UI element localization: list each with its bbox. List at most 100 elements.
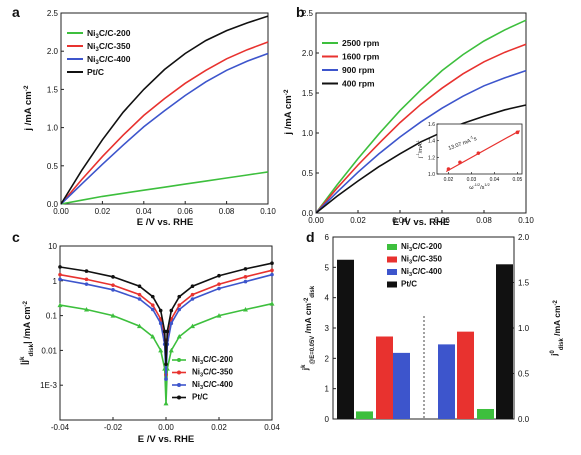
data-point bbox=[190, 292, 195, 297]
bar bbox=[393, 352, 410, 419]
series-line bbox=[315, 104, 527, 214]
data-point bbox=[190, 284, 195, 288]
data-point bbox=[150, 334, 156, 339]
legend-label: Pt/C bbox=[401, 280, 417, 289]
data-point bbox=[162, 329, 167, 334]
data-point bbox=[243, 279, 248, 284]
legend-label: Ni3C/C-350 bbox=[401, 255, 442, 266]
data-point bbox=[111, 283, 115, 287]
x-tick-label: 0.02 bbox=[350, 216, 366, 225]
data-point bbox=[216, 313, 222, 318]
y-tick-label: 1.5 bbox=[47, 85, 59, 94]
data-point bbox=[137, 297, 142, 301]
inset-y-tick-label: 1.6 bbox=[428, 122, 435, 128]
y-left-tick-label: 0 bbox=[325, 415, 330, 424]
y-left-tick-label: 3 bbox=[325, 324, 330, 333]
data-point bbox=[190, 323, 195, 329]
legend-label: Ni3C/C-200 bbox=[192, 355, 233, 366]
panel-d-chart: d 0 1 2 3 4 5 6 0.0 0.5 1.0 1.5 2.0 jk@E=0.05V /mA cm… bbox=[300, 229, 565, 424]
data-point bbox=[190, 297, 195, 301]
legend-label: Ni3C/C-200 bbox=[87, 28, 131, 40]
inset-x-axis-label: ω-1/2/s1/2 bbox=[469, 183, 490, 191]
data-point bbox=[158, 347, 164, 353]
inset-x-tick-label: 0.04 bbox=[490, 177, 500, 183]
x-tick-label: 0.08 bbox=[476, 216, 492, 225]
inset-frame bbox=[436, 123, 523, 175]
series-line bbox=[60, 171, 269, 205]
legend-label: 400 rpm bbox=[342, 79, 375, 89]
y-tick-label: 2.0 bbox=[47, 47, 59, 56]
series-line bbox=[60, 52, 269, 205]
x-tick-label: 0.00 bbox=[308, 216, 324, 225]
panel-c-chart: c -0.04 -0.02 0.00 0.02 0.04 1E-3 0.01 0.1 1 10 E /… bbox=[12, 229, 280, 445]
data-point bbox=[243, 267, 248, 271]
legend-label: Pt/C bbox=[87, 67, 104, 77]
data-point bbox=[164, 377, 168, 381]
data-point bbox=[57, 302, 63, 308]
x-tick-label: 0.10 bbox=[260, 207, 276, 216]
data-point bbox=[84, 277, 89, 282]
bar bbox=[356, 411, 373, 419]
bar bbox=[477, 408, 494, 419]
inset-data-point bbox=[446, 167, 451, 171]
legend-label: 1600 rpm bbox=[342, 52, 380, 62]
legend-label: Ni3C/C-400 bbox=[401, 267, 442, 278]
data-point bbox=[169, 321, 174, 326]
data-point bbox=[270, 268, 274, 273]
data-point bbox=[176, 334, 182, 339]
y-right-tick-label: 1.0 bbox=[518, 324, 530, 333]
inset-y-tick-label: 1.2 bbox=[428, 155, 435, 161]
y-tick-label: 1.5 bbox=[302, 89, 314, 98]
bar bbox=[496, 264, 513, 419]
data-point bbox=[270, 261, 274, 266]
data-point bbox=[137, 292, 142, 297]
panel-label: c bbox=[12, 229, 20, 245]
data-point bbox=[150, 303, 155, 307]
legend-label: Ni3C/C-400 bbox=[192, 380, 233, 391]
y-tick-label: 1 bbox=[53, 277, 58, 286]
y-right-axis-label: j0disk /mA cm-2 bbox=[549, 299, 565, 356]
data-point bbox=[158, 308, 163, 313]
data-point bbox=[269, 301, 275, 306]
legend-marker bbox=[177, 358, 181, 362]
data-point bbox=[168, 347, 174, 353]
inset-y-tick-label: 1.4 bbox=[428, 139, 435, 145]
panel-label: b bbox=[296, 4, 305, 20]
bar bbox=[376, 336, 393, 419]
data-point bbox=[270, 272, 274, 277]
inset-fit-line bbox=[445, 130, 520, 173]
x-tick-label: 0.04 bbox=[392, 216, 408, 225]
data-point bbox=[243, 306, 248, 312]
data-point bbox=[164, 362, 168, 367]
x-axis-label: E /V vs. RHE bbox=[137, 217, 194, 228]
inset-data-point bbox=[515, 130, 520, 135]
x-tick-label: -0.02 bbox=[104, 423, 123, 432]
inset-data-point bbox=[476, 151, 481, 155]
legend-label: Pt/C bbox=[192, 393, 208, 402]
data-point bbox=[217, 286, 221, 291]
data-point bbox=[243, 275, 248, 279]
y-axis-label: j /mA cm-2 bbox=[283, 89, 294, 135]
y-right-tick-label: 0.5 bbox=[518, 370, 530, 379]
data-point bbox=[84, 306, 89, 312]
data-point bbox=[217, 282, 221, 286]
y-left-tick-label: 6 bbox=[325, 233, 330, 242]
x-tick-label: 0.02 bbox=[211, 423, 227, 432]
y-tick-label: 0.01 bbox=[41, 346, 57, 355]
x-tick-label: -0.04 bbox=[51, 423, 70, 432]
bar bbox=[438, 344, 455, 419]
legend-label: Ni3C/C-350 bbox=[192, 368, 233, 379]
data-point bbox=[58, 265, 62, 269]
x-tick-label: 0.04 bbox=[136, 207, 152, 216]
y-left-axis-label: jk@E=0.05V /mA cm-2disk bbox=[300, 285, 316, 371]
legend-label: 2500 rpm bbox=[342, 38, 380, 48]
legend-marker bbox=[177, 395, 181, 400]
y-left-tick-label: 2 bbox=[325, 354, 330, 363]
plot-frame bbox=[60, 12, 269, 205]
y-axis-label: |jkdisk| /mA cm-2 bbox=[19, 301, 35, 365]
data-point bbox=[177, 303, 182, 307]
x-tick-label: 0.00 bbox=[53, 207, 69, 216]
data-point bbox=[150, 294, 155, 299]
data-point bbox=[58, 277, 62, 282]
